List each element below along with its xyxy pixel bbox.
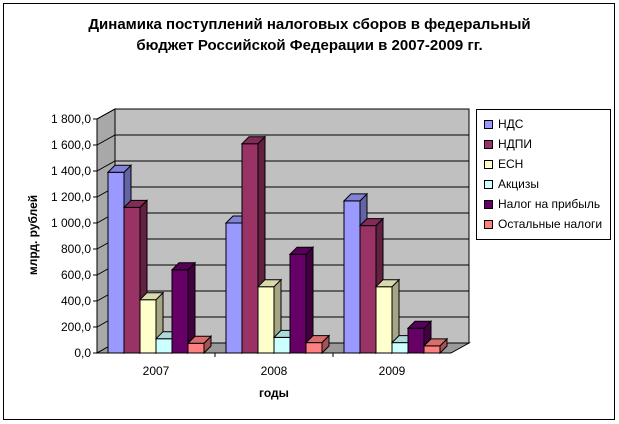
bar [225, 222, 243, 354]
bar [423, 345, 441, 354]
bar [155, 338, 173, 354]
legend-item: Остальные налоги [484, 216, 602, 232]
y-tick-label: 200,0 [61, 320, 91, 334]
y-tick-label: 1 200,0 [51, 190, 91, 204]
legend-item: ЕСН [484, 156, 523, 172]
x-tick-label: 2009 [379, 364, 406, 378]
bar-top [186, 335, 213, 344]
x-tick-label: 2007 [143, 364, 170, 378]
bar [359, 225, 377, 354]
x-tick-label: 2008 [261, 364, 288, 378]
bar-top [138, 292, 165, 301]
legend-swatch [484, 139, 493, 149]
y-tick-label: 1 000,0 [51, 216, 91, 230]
bar-top [422, 338, 449, 347]
legend-swatch [484, 179, 493, 189]
chart-title-line-1: Динамика поступлений налоговых сборов в … [88, 16, 531, 33]
bar-top [304, 335, 331, 344]
bar-top [342, 193, 369, 202]
legend-label: НДС [498, 117, 524, 131]
y-tick-label: 0,0 [74, 346, 91, 360]
bar-top [240, 136, 267, 145]
bar-top [358, 218, 385, 227]
bar-top [374, 279, 401, 288]
bar [139, 299, 157, 354]
legend-item: НДС [484, 116, 523, 132]
bar [391, 342, 409, 354]
legend-label: Налог на прибыль [498, 197, 601, 211]
legend: НДС НДПИ ЕСН Акцизы Налог на прибыль Остальны… [476, 109, 611, 240]
bar-top [256, 279, 283, 288]
x-axis-title: годы [259, 386, 289, 400]
legend-label: ЕСН [498, 157, 524, 171]
legend-swatch [484, 159, 493, 169]
bar-top [106, 164, 133, 173]
bar-top [122, 199, 149, 208]
bar [107, 171, 125, 354]
y-tick-label: 1 800,0 [51, 112, 91, 126]
gridline [96, 108, 469, 120]
legend-swatch [484, 219, 493, 229]
legend-swatch [484, 199, 493, 209]
bar [257, 286, 275, 354]
legend-swatch [484, 119, 493, 129]
bar-top [170, 262, 197, 271]
legend-label: НДПИ [498, 137, 533, 151]
gridline [96, 134, 469, 146]
bar [171, 269, 189, 354]
bar-top [288, 246, 315, 255]
bar [123, 206, 141, 354]
legend-label: Остальные налоги [498, 217, 603, 231]
legend-item: НДПИ [484, 136, 532, 152]
y-tick-label: 800,0 [61, 242, 91, 256]
legend-item: Налог на прибыль [484, 196, 600, 212]
bar [305, 342, 323, 354]
bar [187, 342, 205, 354]
bar [407, 327, 425, 354]
bar [241, 143, 259, 354]
chart-title-line-2: бюджет Российской Федерации в 2007-2009 … [136, 37, 483, 54]
bar [343, 200, 361, 354]
bar [273, 336, 291, 354]
y-tick-label: 600,0 [61, 268, 91, 282]
gridline [96, 160, 469, 172]
bar-top [406, 320, 433, 329]
legend-label: Акцизы [498, 177, 539, 191]
legend-item: Акцизы [484, 176, 539, 192]
y-axis-title: млрд. рублей [26, 195, 40, 275]
bar [375, 286, 393, 354]
bar [289, 253, 307, 354]
y-tick-label: 1 400,0 [51, 164, 91, 178]
chart-title: Динамика поступлений налоговых сборов в … [0, 14, 619, 56]
y-tick-label: 400,0 [61, 294, 91, 308]
y-tick-label: 1 600,0 [51, 138, 91, 152]
